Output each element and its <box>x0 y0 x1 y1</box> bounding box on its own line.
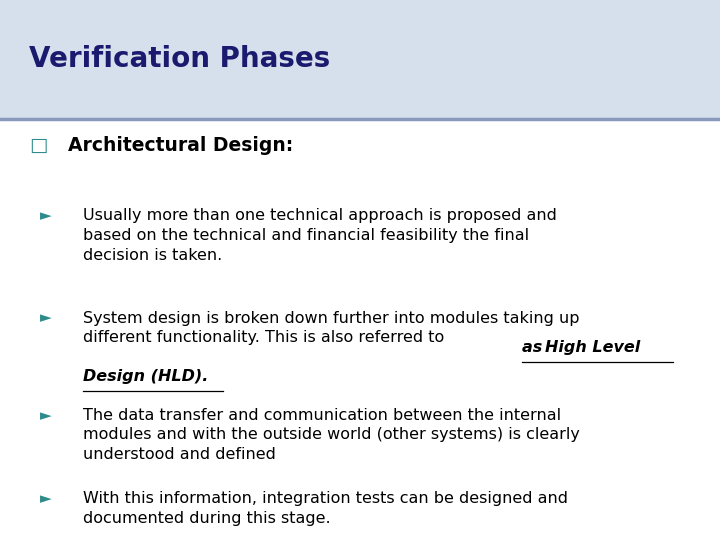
Text: □: □ <box>29 136 48 156</box>
Text: With this information, integration tests can be designed and
documented during t: With this information, integration tests… <box>83 491 568 526</box>
Text: ►: ► <box>40 491 51 507</box>
Text: Verification Phases: Verification Phases <box>29 45 330 73</box>
Text: ►: ► <box>40 408 51 423</box>
Text: Design (HLD).: Design (HLD). <box>83 369 208 384</box>
Text: System design is broken down further into modules taking up
different functional: System design is broken down further int… <box>83 310 580 345</box>
Text: ►: ► <box>40 310 51 326</box>
Text: as: as <box>522 340 548 355</box>
Text: Architectural Design:: Architectural Design: <box>68 136 294 156</box>
Text: The data transfer and communication between the internal
modules and with the ou: The data transfer and communication betw… <box>83 408 580 462</box>
Text: Usually more than one technical approach is proposed and
based on the technical : Usually more than one technical approach… <box>83 208 557 262</box>
FancyBboxPatch shape <box>0 0 720 119</box>
Text: ►: ► <box>40 208 51 223</box>
Text: High Level: High Level <box>545 340 640 355</box>
